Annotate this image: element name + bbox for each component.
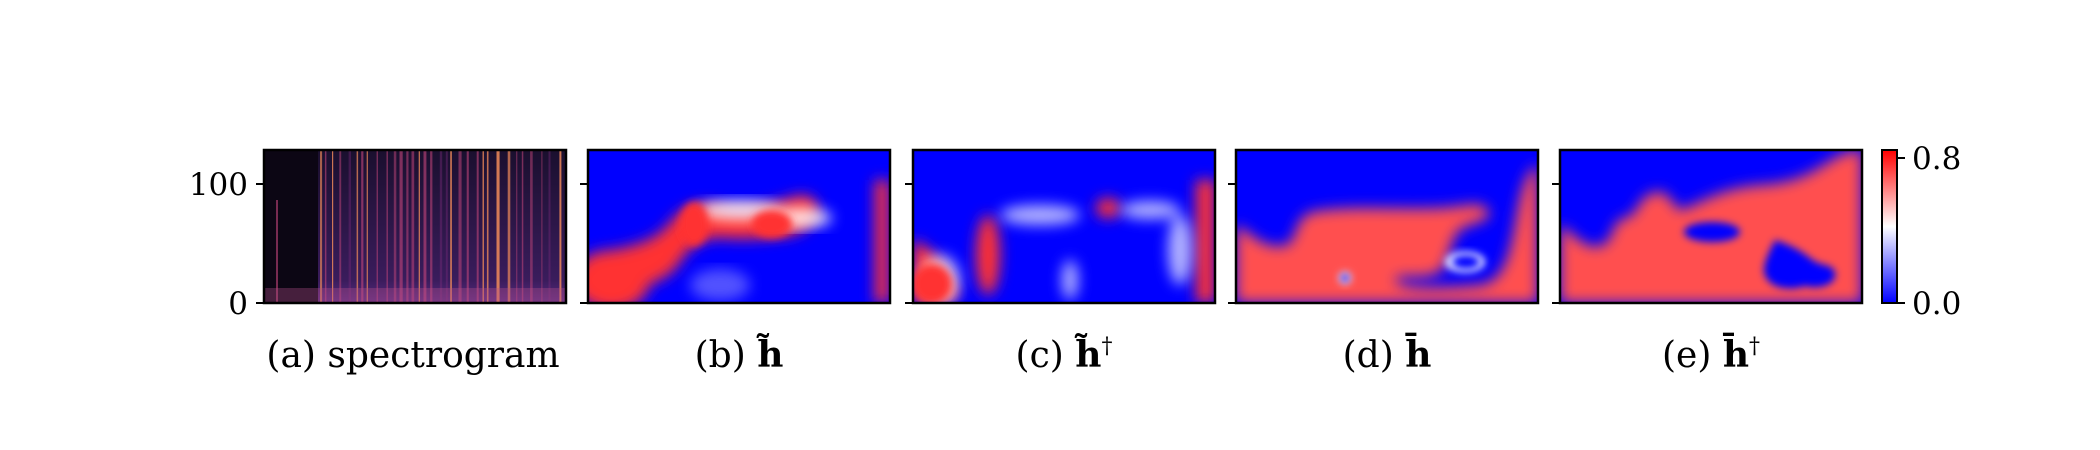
caption-symbol-c: h̃ [1074, 334, 1101, 376]
spectrogram-band [559, 150, 562, 303]
spectrogram-band [530, 150, 533, 303]
caption-sup-e: † [1749, 334, 1760, 359]
panel-h-tilde-dagger: (c) h̃† [905, 148, 1217, 376]
caption-panel-a: (a) spectrogram [266, 335, 559, 376]
panel-spectrogram: 0 100 (a) spectrogram [189, 148, 568, 376]
spectrogram-band [376, 150, 378, 303]
panel-h-bar-dagger: (e) h̄† [1552, 148, 1864, 376]
y-tick-label-100: 100 [189, 167, 248, 203]
colorbar: 0.0 0.8 [1881, 141, 1961, 322]
spectrogram-band [507, 150, 511, 303]
colorbar-tick-label-high: 0.8 [1912, 141, 1961, 177]
caption-panel-c: (c) h̃† [1016, 334, 1113, 376]
spectrogram-band [418, 150, 420, 303]
caption-prefix-e: (e) [1662, 335, 1723, 376]
spectrogram-band [430, 150, 433, 303]
caption-panel-d: (d) h̄ [1343, 332, 1432, 376]
spectrogram-band [521, 150, 524, 303]
spectrogram-band [356, 150, 359, 303]
spectrogram-onset-bands [276, 150, 562, 303]
spectrogram-band [393, 150, 397, 303]
colorbar-gradient [1881, 149, 1898, 304]
spectrogram-band [399, 150, 403, 303]
spectrogram-band [320, 150, 323, 303]
y-tick-label-0: 0 [228, 286, 248, 322]
spectrogram-band [476, 150, 479, 303]
panel-h-bar: (d) h̄ [1228, 148, 1540, 376]
spectrogram-band [486, 150, 489, 303]
caption-prefix-d: (d) [1343, 335, 1406, 376]
spectrogram-band [496, 150, 500, 303]
spectrogram-band [366, 150, 368, 303]
spectrogram-band [339, 150, 342, 303]
spectrogram-band [361, 150, 364, 303]
caption-prefix-b: (b) [695, 335, 758, 376]
spectrogram-band [324, 150, 327, 303]
spectrogram-band [406, 150, 409, 303]
spectrogram-band [423, 150, 427, 303]
spectrogram-band [411, 150, 415, 303]
spectrogram-band [466, 150, 469, 303]
caption-symbol-d: h̄ [1405, 332, 1431, 376]
spectrogram-band [439, 150, 443, 303]
caption-prefix-c: (c) [1016, 335, 1076, 376]
caption-panel-e: (e) h̄† [1662, 332, 1760, 376]
spectrogram-band [482, 150, 484, 303]
spectrogram-band [458, 150, 462, 303]
spectrogram-band [386, 150, 388, 303]
colorbar-tick-label-low: 0.0 [1912, 286, 1961, 322]
spectrogram-band [516, 150, 518, 303]
spectrogram-band [541, 150, 543, 303]
spectrogram-band [445, 150, 448, 303]
spectrogram-band [276, 200, 278, 303]
caption-symbol-e: h̄ [1723, 332, 1749, 376]
caption-sup-c: † [1101, 334, 1112, 359]
caption-symbol-b: h̃ [756, 334, 783, 376]
spectrogram-band [332, 150, 334, 303]
spectrogram-band [548, 150, 551, 303]
caption-panel-b: (b) h̃ [695, 334, 784, 376]
spectrogram-band [450, 150, 452, 303]
spectrogram-band [348, 150, 351, 303]
panel-h-tilde: (b) h̃ [580, 148, 892, 376]
